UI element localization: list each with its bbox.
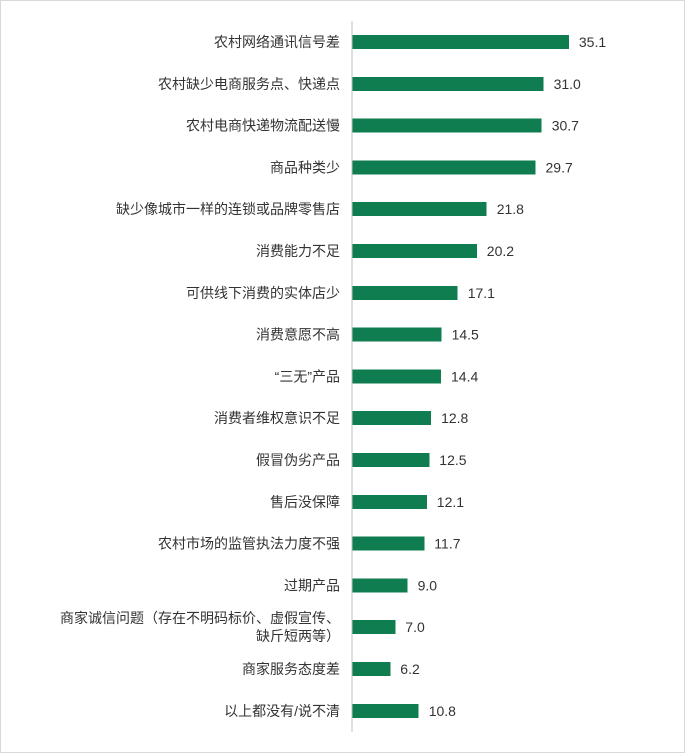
value-label-15: 6.2 bbox=[400, 661, 420, 677]
value-label-12: 11.7 bbox=[434, 536, 460, 552]
category-label-3-line-0: 商品种类少 bbox=[270, 159, 340, 175]
category-label-9-line-0: 消费者维权意识不足 bbox=[214, 410, 340, 426]
bar-3 bbox=[352, 160, 536, 175]
bar-14 bbox=[352, 620, 396, 635]
category-label-7-line-0: 消费意愿不高 bbox=[256, 327, 340, 343]
value-labels-group: 35.1 31.0 30.7 29.7 21.8 20.2 17.1 14.5 14.4 12.8… bbox=[400, 34, 606, 719]
bar-10 bbox=[352, 453, 430, 467]
category-labels-group: 农村网络通讯信号差农村缺少电商服务点、快递点农村电商快递物流配送慢商品种类少缺少… bbox=[60, 34, 340, 719]
category-label-8: “三无”产品 bbox=[275, 368, 340, 384]
category-label-6: 可供线下消费的实体店少 bbox=[186, 285, 340, 301]
bar-8 bbox=[352, 369, 441, 384]
category-label-15-line-0: 商家服务态度差 bbox=[242, 661, 340, 677]
value-label-16: 10.8 bbox=[429, 703, 456, 719]
category-label-9: 消费者维权意识不足 bbox=[214, 410, 340, 426]
bars-group bbox=[352, 35, 569, 718]
category-label-4: 缺少像城市一样的连锁或品牌零售店 bbox=[116, 201, 340, 217]
bar-15 bbox=[352, 662, 391, 676]
category-label-12: 农村市场的监管执法力度不强 bbox=[158, 536, 340, 552]
category-label-3: 商品种类少 bbox=[270, 159, 340, 175]
value-label-11: 12.1 bbox=[437, 494, 464, 510]
value-label-6: 17.1 bbox=[468, 285, 495, 301]
category-label-1-line-0: 农村缺少电商服务点、快递点 bbox=[158, 76, 340, 92]
category-label-10-line-0: 假冒伪劣产品 bbox=[256, 452, 340, 468]
category-label-11-line-0: 售后没保障 bbox=[270, 494, 340, 510]
category-label-15: 商家服务态度差 bbox=[242, 661, 340, 677]
category-label-6-line-0: 可供线下消费的实体店少 bbox=[186, 285, 340, 301]
value-label-1: 31.0 bbox=[554, 76, 581, 92]
category-label-13-line-0: 过期产品 bbox=[284, 577, 340, 593]
value-label-0: 35.1 bbox=[579, 34, 606, 50]
bar-6 bbox=[352, 285, 458, 300]
value-label-2: 30.7 bbox=[552, 118, 579, 134]
category-label-2-line-0: 农村电商快递物流配送慢 bbox=[186, 118, 340, 134]
category-label-12-line-0: 农村市场的监管执法力度不强 bbox=[158, 536, 340, 552]
category-label-14-line-0: 商家诚信问题（存在不明码标价、虚假宣传、 bbox=[60, 610, 340, 626]
category-label-14-line-1: 缺斤短两等） bbox=[256, 628, 340, 644]
bar-9 bbox=[352, 411, 432, 426]
category-label-16: 以上都没有/说不清 bbox=[224, 703, 340, 719]
category-label-7: 消费意愿不高 bbox=[256, 327, 340, 343]
category-label-5-line-0: 消费能力不足 bbox=[256, 243, 340, 259]
category-label-1: 农村缺少电商服务点、快递点 bbox=[158, 76, 340, 92]
bar-0 bbox=[352, 35, 569, 49]
bar-2 bbox=[352, 118, 542, 133]
bar-5 bbox=[352, 244, 477, 258]
category-label-10: 假冒伪劣产品 bbox=[256, 452, 340, 468]
value-label-8: 14.4 bbox=[451, 368, 478, 384]
bar-16 bbox=[352, 703, 419, 718]
category-label-4-line-0: 缺少像城市一样的连锁或品牌零售店 bbox=[116, 201, 340, 217]
value-label-13: 9.0 bbox=[418, 577, 438, 593]
category-label-5: 消费能力不足 bbox=[256, 243, 340, 259]
bar-7 bbox=[352, 327, 442, 342]
value-label-3: 29.7 bbox=[546, 159, 573, 175]
bar-13 bbox=[352, 578, 408, 593]
category-label-0: 农村网络通讯信号差 bbox=[214, 34, 340, 50]
value-label-4: 21.8 bbox=[497, 201, 524, 217]
category-label-16-line-0: 以上都没有/说不清 bbox=[224, 703, 340, 719]
bar-12 bbox=[352, 536, 425, 551]
category-label-11: 售后没保障 bbox=[270, 494, 340, 510]
category-label-2: 农村电商快递物流配送慢 bbox=[186, 118, 340, 134]
bar-1 bbox=[352, 76, 544, 91]
value-label-5: 20.2 bbox=[487, 243, 514, 259]
category-label-8-line-0: “三无”产品 bbox=[275, 368, 340, 384]
category-label-13: 过期产品 bbox=[284, 577, 340, 593]
value-label-14: 7.0 bbox=[405, 619, 425, 635]
bar-11 bbox=[352, 494, 427, 509]
category-label-14: 商家诚信问题（存在不明码标价、虚假宣传、缺斤短两等） bbox=[60, 610, 340, 644]
category-label-0-line-0: 农村网络通讯信号差 bbox=[214, 34, 340, 50]
value-label-10: 12.5 bbox=[439, 452, 466, 468]
value-label-7: 14.5 bbox=[452, 327, 479, 343]
bar-4 bbox=[352, 202, 487, 217]
value-label-9: 12.8 bbox=[441, 410, 468, 426]
